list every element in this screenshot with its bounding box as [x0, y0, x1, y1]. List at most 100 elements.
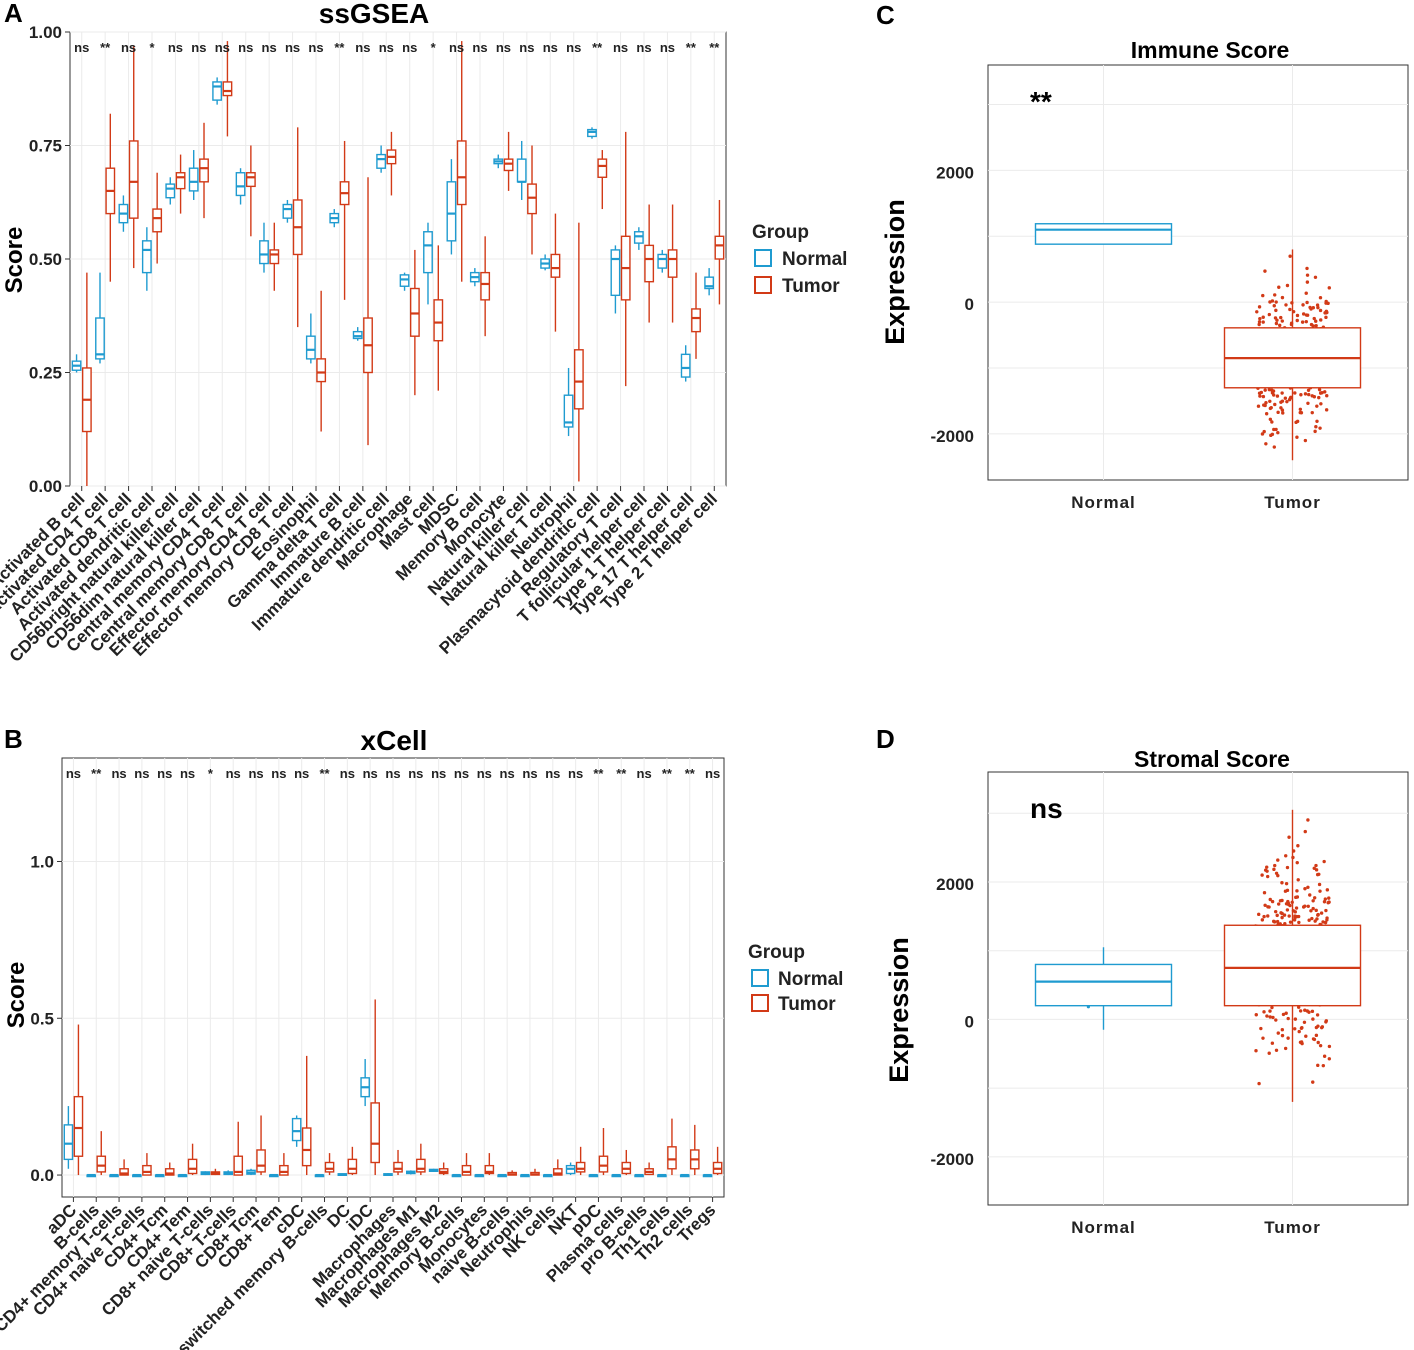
tumor-point: [1262, 914, 1266, 919]
tumor-point: [1316, 1040, 1320, 1045]
tumor-point: [1257, 305, 1262, 309]
panel-d-ylabel: Expression: [884, 937, 914, 1083]
tumor-box-box: [409, 287, 420, 337]
category-label: Normal: [1071, 1218, 1136, 1237]
panel-a-legend-tumor-swatch: [754, 276, 772, 294]
tumor-box-box: [279, 1164, 289, 1176]
tumor-point: [1322, 1054, 1327, 1058]
normal-box-box: [282, 203, 293, 219]
significance-label: ns: [262, 40, 277, 55]
significance-label: ns: [340, 766, 355, 781]
category-label: Tumor: [1264, 1218, 1321, 1237]
tumor-point: [1261, 1036, 1265, 1040]
tumor-box-box: [199, 158, 209, 183]
tumor-box-box: [597, 158, 608, 178]
tumor-box-box: [416, 1158, 426, 1173]
significance-label: ns: [519, 40, 534, 55]
normal-box-box: [235, 172, 246, 197]
normal-box-box: [680, 353, 691, 378]
tumor-point: [1287, 914, 1291, 918]
tumor-point: [1297, 920, 1301, 925]
tumor-point: [1295, 435, 1299, 439]
tumor-point: [1279, 315, 1283, 320]
tumor-point: [1322, 900, 1327, 904]
tumor-point: [1259, 1026, 1263, 1031]
tumor-box-box: [691, 308, 701, 333]
significance-label: ns: [385, 766, 400, 781]
tumor-point: [1274, 300, 1278, 304]
tumor-point: [1295, 313, 1300, 318]
tumor-box-box: [553, 1168, 563, 1176]
tumor-point: [1254, 1049, 1258, 1053]
tumor-box-box: [222, 81, 233, 97]
tumor-point: [1300, 1041, 1304, 1046]
tumor-point: [1270, 1005, 1274, 1010]
significance-label: ns: [121, 40, 136, 55]
category-label: Tumor: [1264, 493, 1321, 512]
panel-c-plot: -2000 0 2000 Normal Tumor **: [931, 64, 1409, 512]
tumor-point: [1263, 269, 1267, 273]
tumor-point: [1285, 865, 1290, 870]
tumor-point: [1327, 1057, 1332, 1061]
tumor-point: [1284, 854, 1288, 858]
panel-a-legend-normal-swatch: [754, 249, 772, 267]
tumor-point: [1283, 1046, 1288, 1051]
tumor-point: [1280, 408, 1285, 412]
panel-d-title: Stromal Score: [1134, 746, 1290, 772]
significance-label: **: [662, 766, 673, 781]
y-tick-label: -2000: [931, 1150, 974, 1169]
tumor-point: [1288, 307, 1292, 312]
panel-b-legend: Group Normal Tumor: [748, 942, 843, 1015]
tumor-point: [1258, 316, 1262, 321]
tumor-point: [1317, 395, 1321, 400]
panel-b-legend-normal-swatch: [751, 969, 769, 987]
tumor-point: [1306, 885, 1310, 889]
tumor-point: [1302, 1020, 1307, 1025]
tumor-point: [1303, 1008, 1307, 1012]
tumor-point: [1311, 899, 1315, 903]
tumor-point: [1317, 387, 1322, 392]
tumor-point: [1313, 429, 1317, 434]
significance-label: **: [319, 766, 330, 781]
tumor-point: [1325, 916, 1329, 920]
tumor-box-box: [119, 1168, 129, 1176]
tumor-point: [1264, 442, 1268, 446]
panel-label-a: A: [4, 0, 23, 28]
tumor-point: [1275, 919, 1280, 924]
tumor-point: [1318, 889, 1322, 893]
tumor-point: [1293, 1017, 1298, 1021]
significance-label: ns: [363, 766, 378, 781]
tumor-point: [1268, 399, 1272, 403]
tumor-point: [1294, 420, 1298, 425]
tumor-point: [1255, 310, 1259, 314]
tumor-point: [1305, 313, 1310, 317]
tumor-box-box: [245, 172, 256, 188]
y-tick-label: 1.00: [29, 23, 62, 42]
tumor-point: [1315, 303, 1320, 307]
tumor-point: [1276, 902, 1281, 906]
tumor-point: [1274, 1048, 1279, 1053]
tumor-point: [1258, 394, 1262, 398]
tumor-point: [1312, 866, 1316, 870]
significance-label: **: [686, 40, 697, 55]
tumor-point: [1287, 835, 1291, 839]
tumor-point: [1262, 429, 1266, 434]
tumor-point: [1323, 897, 1328, 901]
normal-box-box: [376, 153, 387, 169]
tumor-point: [1275, 913, 1279, 918]
significance-label: ns: [636, 40, 651, 55]
tumor-point: [1273, 293, 1277, 297]
tumor-point: [1314, 1033, 1319, 1038]
tumor-box-box: [1223, 924, 1362, 1007]
tumor-point: [1268, 1009, 1272, 1013]
tumor-point: [1270, 1041, 1275, 1045]
significance-label: **: [592, 40, 603, 55]
tumor-box-box: [527, 183, 537, 215]
tumor-box-box: [324, 1161, 335, 1173]
panel-b-legend-normal-label: Normal: [778, 969, 843, 990]
tumor-point: [1318, 1043, 1323, 1048]
tumor-point: [1293, 914, 1297, 918]
tumor-point: [1265, 869, 1269, 873]
tumor-point: [1268, 1015, 1272, 1019]
tumor-point: [1312, 1037, 1317, 1042]
